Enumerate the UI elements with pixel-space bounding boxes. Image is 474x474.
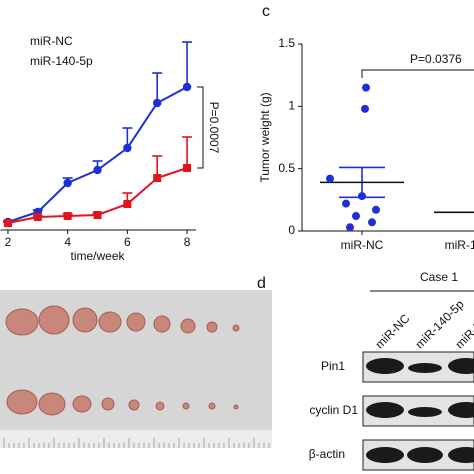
point xyxy=(3,219,12,227)
x-tick-label: 2 xyxy=(5,235,12,249)
point xyxy=(123,200,132,208)
row-label: cyclin D1 xyxy=(309,403,358,417)
point xyxy=(123,143,132,153)
series-line xyxy=(7,86,188,223)
legend-label: miR-140-5p xyxy=(30,54,93,68)
x-tick-label: 8 xyxy=(184,235,191,249)
point xyxy=(352,212,360,221)
point xyxy=(346,223,354,232)
point xyxy=(361,104,369,113)
panel-label: d xyxy=(257,275,266,292)
point xyxy=(93,211,102,219)
point xyxy=(153,174,162,182)
significance-bracket xyxy=(197,86,204,169)
point xyxy=(372,205,380,214)
point xyxy=(182,82,192,92)
y-tick-label: 1 xyxy=(288,99,295,113)
point xyxy=(358,192,366,201)
significance-bracket xyxy=(361,69,474,78)
point xyxy=(183,164,192,172)
point xyxy=(63,212,72,220)
x-tick-label: miR-NC xyxy=(341,238,384,252)
x-tick-label: miR-140-5p xyxy=(445,238,474,252)
annotation: P=0.0007 xyxy=(207,102,221,154)
point xyxy=(152,98,162,108)
y-axis-label: Tumor weight (g) xyxy=(258,92,272,182)
x-tick-label: 6 xyxy=(124,235,131,249)
row-label: Pin1 xyxy=(321,359,345,373)
point xyxy=(63,178,72,188)
lane-label: miR-NC xyxy=(372,311,412,351)
western-blot xyxy=(362,290,474,471)
annotation: P=0.0376 xyxy=(410,52,462,66)
y-tick-label: 1.5 xyxy=(278,36,295,50)
point xyxy=(368,218,376,227)
point xyxy=(326,174,334,183)
panel-label: c xyxy=(262,3,270,20)
point xyxy=(342,199,350,208)
point xyxy=(362,83,370,92)
plots: 2 4 6 8 time/week miR-NC miR-140-5p P=0.0007 0 0.… xyxy=(0,34,474,263)
y-tick-label: 0 xyxy=(288,223,295,237)
blot-group-label: Case 1 xyxy=(420,270,458,284)
point xyxy=(33,213,42,221)
y-tick-label: 0.5 xyxy=(278,161,295,175)
x-tick-label: 4 xyxy=(64,235,71,249)
row-label: β-actin xyxy=(309,447,345,461)
tumor-photo xyxy=(0,290,272,448)
x-axis-label: time/week xyxy=(70,249,125,263)
legend-label: miR-NC xyxy=(30,34,73,48)
point xyxy=(93,165,102,175)
